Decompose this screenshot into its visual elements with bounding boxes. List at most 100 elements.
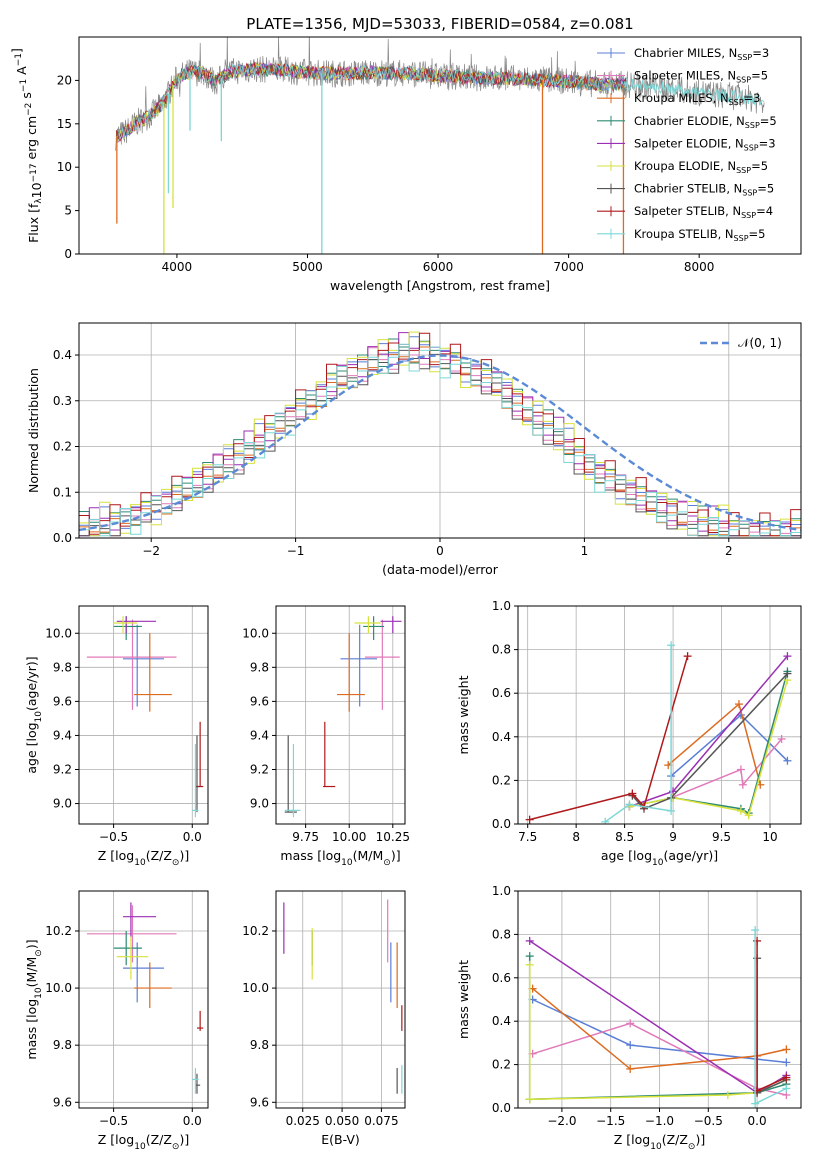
- label-part: Z [log: [98, 848, 134, 863]
- label-part: mass weight: [456, 960, 471, 1039]
- x-tick-label: 6000: [423, 260, 454, 274]
- x-tick-label: 0.025: [286, 1114, 320, 1128]
- x-tick-label: 0: [436, 544, 444, 558]
- weight-line: [528, 964, 787, 1101]
- y-axis-label: mass weight: [456, 675, 471, 754]
- x-tick-label: 7.5: [518, 830, 537, 844]
- y-tick-label: 0.0: [492, 1101, 511, 1115]
- x-tick-label: 9: [669, 830, 677, 844]
- x-axis-label: Z [log10(Z/Z⊙)]: [98, 1132, 189, 1152]
- legend-value: =5: [751, 159, 768, 173]
- x-tick-label: 9.75: [292, 830, 319, 844]
- x-axis-label: Z [log10(Z/Z⊙)]: [614, 1132, 705, 1152]
- label-part: age [log: [24, 722, 39, 773]
- label-part: Normed distribution: [26, 368, 41, 493]
- x-tick-label: −0.5: [694, 1114, 723, 1128]
- x-axis-label: age [log10(age/yr)]: [601, 848, 718, 868]
- label-part: ⊙: [688, 1142, 696, 1152]
- x-tick-label: 1: [581, 544, 589, 558]
- legend-value: =3: [759, 136, 776, 150]
- plot-area: [79, 331, 801, 537]
- axes-border: [78, 605, 209, 825]
- x-axis-label: wavelength [Angstrom, rest frame]: [330, 278, 550, 293]
- x-axis-label: E(B-V): [321, 1132, 360, 1147]
- legend-label: Kroupa STELIB, NSSP=5: [634, 227, 765, 243]
- label-part: ⊙: [383, 858, 391, 868]
- legend-label: Chabrier MILES, NSSP=3: [634, 46, 769, 62]
- x-tick-label: 5000: [292, 260, 323, 274]
- plot-area: [86, 902, 204, 1094]
- spectrum-model: [115, 62, 628, 142]
- y-tick-label: 0.1: [53, 485, 72, 499]
- panel-weight-vs-Z: −2.0 −1.5 −1.0 −0.5 0.0 0.0 0.2 0.4 0.6 0.8 1.0 Z […: [456, 884, 802, 1152]
- y-tick-label: 9.8: [53, 660, 72, 674]
- weight-line: [756, 940, 787, 1092]
- axes-frame: −2.0 −1.5 −1.0 −0.5 0.0 0.0 0.2 0.4 0.6 0.8 1.0 Z […: [456, 884, 802, 1152]
- weight-line: [529, 655, 689, 821]
- plot-area: [86, 616, 204, 818]
- weight-line: [532, 988, 787, 1070]
- axes-border: [78, 36, 802, 255]
- label-part: ⊙: [34, 949, 44, 957]
- label-part: (M/M: [24, 957, 39, 988]
- legend-sub: SSP: [737, 53, 752, 62]
- legend-sub: SSP: [729, 98, 744, 107]
- legend-label: Salpeter MILES, NSSP=5: [634, 69, 768, 85]
- legend-name: Salpeter ELODIE, N: [634, 136, 744, 150]
- legend-value: =3: [744, 91, 761, 105]
- x-tick-label: 0.050: [325, 1114, 359, 1128]
- label-part: )]: [695, 1132, 705, 1147]
- y-tick-label: 9.8: [53, 1038, 72, 1052]
- label-part: s: [19, 92, 34, 103]
- x-tick-label: 10.00: [332, 830, 366, 844]
- label-part: (Z/Z: [146, 1132, 172, 1147]
- y-tick-label: 5: [64, 204, 72, 218]
- axes-border: [275, 890, 406, 1109]
- y-axis-label: Flux [fλ10−17 erg cm−2 s−1 A−1]: [9, 48, 44, 243]
- legend-label: Chabrier STELIB, NSSP=5: [634, 182, 774, 198]
- label-part: 10: [650, 1142, 662, 1152]
- y-tick-label: 0.6: [492, 686, 511, 700]
- label-part: 10: [134, 1142, 146, 1152]
- axes-frame: 4000 5000 6000 7000 8000 0 5 10 15 20 wavelength […: [9, 36, 802, 293]
- label-part: mass [log: [280, 848, 341, 863]
- weight-line: [532, 1022, 787, 1096]
- legend-name: Salpeter MILES, N: [634, 69, 736, 83]
- x-tick-label: 0.0: [183, 1114, 202, 1128]
- label-part: (age/yr)]: [24, 656, 39, 711]
- label-part: λ: [34, 198, 44, 204]
- x-tick-label: 4000: [162, 260, 193, 274]
- y-tick-label: 9.6: [250, 694, 269, 708]
- legend-value: =5: [757, 182, 774, 196]
- axes-frame: 9.75 10.00 10.25 9.0 9.2 9.4 9.6 9.8 10.0 mass [l…: [242, 605, 410, 868]
- y-tick-label: 0.0: [492, 817, 511, 831]
- y-axis-label: Normed distribution: [26, 368, 41, 493]
- legend-value: =5: [760, 114, 777, 128]
- label-part: ⊙: [172, 1142, 180, 1152]
- label-part: 10: [652, 858, 664, 868]
- y-tick-label: 1.0: [492, 599, 511, 613]
- y-tick-label: 0.6: [492, 971, 511, 985]
- x-tick-label: −2.0: [547, 1114, 576, 1128]
- y-tick-label: 0.8: [492, 643, 511, 657]
- spectrum-model: [115, 63, 628, 143]
- label-part: −17: [29, 163, 39, 182]
- panel-age-vs-mass: 9.75 10.00 10.25 9.0 9.2 9.4 9.6 9.8 10.0 mass [l…: [242, 605, 410, 868]
- plot-area: [284, 616, 402, 818]
- legend-value: =5: [751, 69, 768, 83]
- label-part: 10: [34, 987, 44, 999]
- x-tick-label: 8.5: [615, 830, 634, 844]
- weight-line: [756, 958, 787, 1094]
- y-tick-label: 9.0: [250, 797, 269, 811]
- x-tick-label: 0.0: [183, 830, 202, 844]
- y-axis-label: mass [log10(M/M⊙)]: [24, 939, 44, 1059]
- label-part: age [log: [601, 848, 652, 863]
- weight-line: [629, 679, 789, 817]
- legend-sub: SSP: [744, 143, 759, 152]
- legend-sub: SSP: [736, 166, 751, 175]
- legend-label: Chabrier ELODIE, NSSP=5: [634, 114, 777, 130]
- y-tick-label: 10.0: [242, 626, 269, 640]
- legend-value: =3: [752, 46, 769, 60]
- x-tick-label: −0.5: [99, 1114, 128, 1128]
